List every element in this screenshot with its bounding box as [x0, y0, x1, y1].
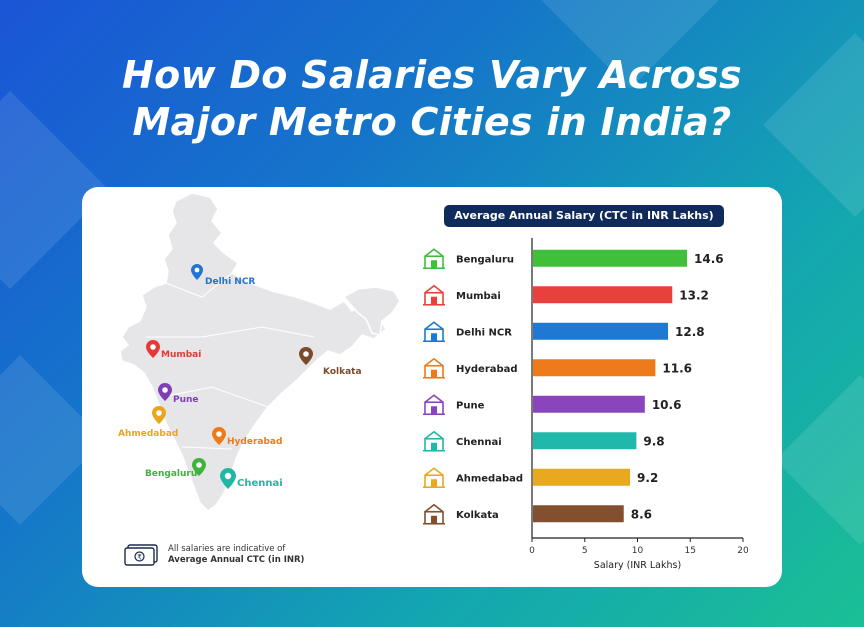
northeast-region [342, 286, 401, 336]
value-label: 11.6 [662, 361, 692, 375]
bar-delhi-ncr [533, 322, 669, 340]
state-border [181, 446, 233, 450]
map-pin-icon [220, 468, 236, 489]
category-label: Mumbai [456, 291, 501, 302]
city-label: Mumbai [161, 350, 202, 360]
bar-kolkata [533, 505, 624, 523]
bar-mumbai [533, 286, 673, 304]
map-pin-icon [152, 406, 166, 424]
value-label: 13.2 [679, 288, 709, 302]
map-pin-icon [158, 383, 172, 401]
x-tick-label: 0 [529, 546, 535, 556]
category-label: Bengaluru [456, 254, 514, 265]
bar-hyderabad [533, 359, 656, 377]
value-label: 14.6 [694, 252, 724, 266]
map-pin-icon [192, 458, 206, 476]
temple-icon [423, 248, 445, 270]
content-card: Delhi NCR Mumbai Kolkata Pune Ahmedabad … [82, 187, 782, 587]
note-line-2: Average Annual CTC (in INR) [168, 555, 305, 565]
x-tick-label: 10 [632, 546, 644, 556]
bar-ahmedabad [533, 468, 631, 486]
value-label: 9.8 [643, 434, 664, 448]
chart-title: Average Annual Salary (CTC in INR Lakhs) [444, 205, 724, 227]
title-line-1: How Do Salaries Vary Across [122, 53, 742, 97]
background-shape [775, 375, 864, 545]
svg-text:₹: ₹ [137, 554, 142, 562]
charminar-icon [423, 357, 445, 379]
category-label: Kolkata [456, 510, 499, 521]
x-axis-label: Salary (INR Lakhs) [594, 560, 681, 571]
palace-icon [423, 394, 445, 416]
bar-bengaluru [533, 249, 688, 267]
gateway-icon [423, 284, 445, 306]
category-label: Pune [456, 400, 485, 411]
title-line-2: Major Metro Cities in India? [132, 100, 732, 144]
map-pin-icon [212, 427, 226, 445]
bar-pune [533, 395, 645, 413]
category-label: Ahmedabad [456, 473, 523, 484]
category-label: Chennai [456, 437, 502, 448]
map-pin-icon [146, 340, 160, 358]
india-map-outline [119, 192, 387, 512]
value-label: 9.2 [637, 471, 658, 485]
city-label: Delhi NCR [205, 277, 256, 287]
x-tick-label: 15 [685, 546, 696, 556]
x-tick-label: 20 [737, 546, 749, 556]
x-tick-label: 5 [582, 546, 588, 556]
bar-chennai [533, 432, 637, 450]
city-label: Chennai [237, 478, 283, 489]
page-title: How Do Salaries Vary Across Major Metro … [0, 52, 864, 146]
state-border [161, 386, 269, 408]
salary-note: ₹ All salaries are indicative of Average… [124, 544, 304, 566]
map-pin-icon [191, 264, 203, 280]
gopuram-icon [423, 430, 445, 452]
salary-bar-chart: Bengaluru 14.6 Mumbai 13.2 Delhi NCR 12.8 Hyde… [423, 238, 749, 571]
map-pin-icon [299, 347, 313, 365]
india-map [119, 192, 401, 512]
bridge-icon [423, 503, 445, 525]
state-border [146, 326, 315, 338]
state-border [165, 272, 233, 298]
city-label: Kolkata [323, 367, 362, 377]
india-gate-icon [423, 321, 445, 343]
city-label: Hyderabad [227, 437, 283, 447]
value-label: 12.8 [675, 325, 705, 339]
note-line-1: All salaries are indicative of [168, 544, 286, 554]
category-label: Delhi NCR [456, 327, 512, 338]
city-label: Bengaluru [145, 469, 198, 479]
value-label: 8.6 [631, 507, 652, 521]
money-icon: ₹ [124, 544, 158, 566]
value-label: 10.6 [652, 398, 682, 412]
city-label: Ahmedabad [118, 429, 179, 439]
city-label: Pune [173, 395, 199, 405]
mosque-icon [423, 467, 445, 489]
category-label: Hyderabad [456, 364, 518, 375]
